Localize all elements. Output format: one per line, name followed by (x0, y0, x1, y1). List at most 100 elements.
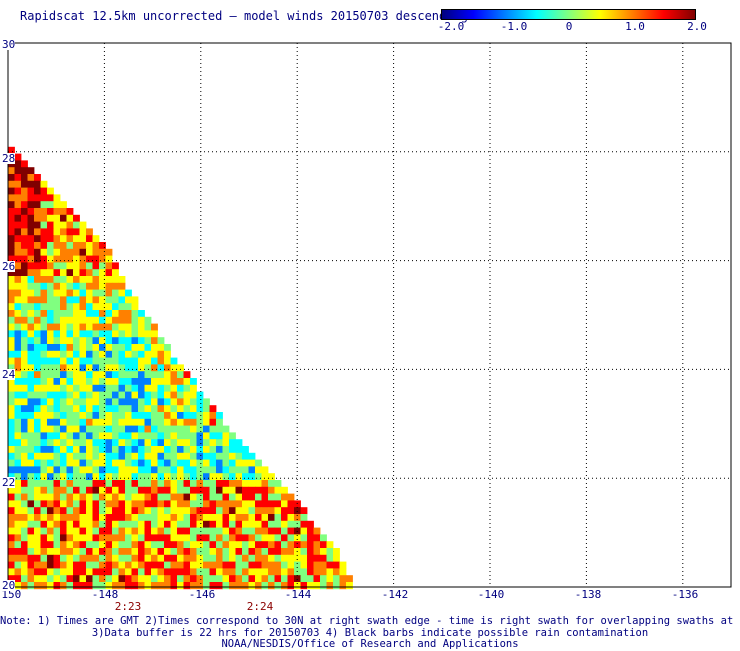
wind-cell (170, 412, 178, 420)
wind-cell (47, 568, 54, 576)
wind-cell (8, 425, 15, 433)
wind-cell (8, 357, 15, 365)
wind-cell (66, 534, 74, 542)
wind-cell (40, 289, 48, 297)
wind-cell (216, 527, 223, 535)
wind-cell (203, 405, 210, 413)
wind-cell (170, 554, 178, 562)
wind-cell (99, 364, 106, 372)
wind-cell (170, 534, 178, 542)
wind-cell (73, 337, 80, 345)
wind-cell (138, 561, 145, 569)
wind-cell (151, 412, 158, 420)
wind-cell (105, 344, 113, 352)
wind-cell (151, 527, 158, 535)
wind-cell (66, 289, 74, 297)
wind-cell (118, 276, 126, 284)
wind-cell (255, 480, 262, 488)
wind-cell (196, 432, 204, 440)
wind-cell (8, 228, 15, 236)
wind-cell (27, 316, 35, 324)
wind-cell (34, 316, 41, 324)
wind-cell (79, 493, 87, 501)
wind-cell (105, 541, 113, 549)
wind-cell (92, 242, 100, 250)
wind-cell (34, 330, 41, 338)
wind-cell (268, 548, 275, 556)
wind-cell (300, 568, 308, 576)
wind-cell (60, 575, 67, 583)
wind-cell (92, 575, 100, 583)
wind-cell (131, 337, 139, 345)
wind-cell (99, 480, 106, 488)
wind-cell (21, 561, 28, 569)
wind-cell (27, 412, 35, 420)
wind-cell (79, 384, 87, 392)
wind-cell (222, 452, 230, 460)
wind-cell (209, 418, 217, 426)
wind-cell (222, 534, 230, 542)
wind-cell (183, 575, 191, 583)
wind-cell (34, 561, 41, 569)
wind-cell (229, 568, 236, 576)
wind-cell (14, 167, 22, 175)
wind-cell (177, 425, 184, 433)
wind-cell (125, 452, 132, 460)
wind-cell (8, 486, 15, 494)
wind-cell (235, 452, 243, 460)
wind-cell (79, 303, 87, 311)
wind-cell (170, 568, 178, 576)
wind-cell (27, 310, 35, 318)
wind-cell (8, 289, 15, 297)
wind-cell (112, 371, 119, 379)
wind-cell (8, 316, 15, 324)
wind-cell (157, 405, 165, 413)
wind-cell (248, 452, 256, 460)
wind-cell (66, 214, 74, 222)
wind-cell (99, 276, 106, 284)
wind-cell (34, 364, 41, 372)
wind-cell (144, 561, 152, 569)
wind-cell (118, 500, 126, 508)
wind-cell (274, 548, 282, 556)
wind-cell (79, 466, 87, 474)
wind-cell (8, 364, 15, 372)
wind-cell (27, 187, 35, 195)
wind-cell (60, 269, 67, 277)
swath-time-label: 2:24 (246, 600, 274, 613)
wind-cell (21, 391, 28, 399)
wind-cell (79, 269, 87, 277)
wind-cell (281, 527, 288, 535)
wind-cell (99, 541, 106, 549)
wind-cell (14, 262, 22, 270)
wind-cell (40, 180, 48, 188)
wind-cell (196, 561, 204, 569)
wind-cell (255, 554, 262, 562)
wind-cell (47, 446, 54, 454)
wind-cell (60, 323, 67, 331)
wind-cell (79, 310, 87, 318)
wind-cell (138, 378, 145, 386)
wind-cell (190, 425, 197, 433)
wind-cell (144, 452, 152, 460)
wind-cell (73, 534, 80, 542)
wind-cell (47, 269, 54, 277)
wind-cell (177, 500, 184, 508)
wind-cell (112, 575, 119, 583)
wind-cell (144, 384, 152, 392)
wind-cell (53, 405, 61, 413)
wind-cell (21, 480, 28, 488)
wind-cell (164, 452, 171, 460)
wind-cell (34, 337, 41, 345)
wind-cell (73, 398, 80, 406)
wind-cell (138, 568, 145, 576)
wind-cell (183, 554, 191, 562)
scale-label: 0 (565, 20, 573, 33)
wind-cell (92, 323, 100, 331)
wind-cell (151, 554, 158, 562)
wind-cell (203, 520, 210, 528)
wind-cell (79, 357, 87, 365)
wind-cell (21, 303, 28, 311)
wind-cell (79, 371, 87, 379)
wind-cell (125, 459, 132, 467)
